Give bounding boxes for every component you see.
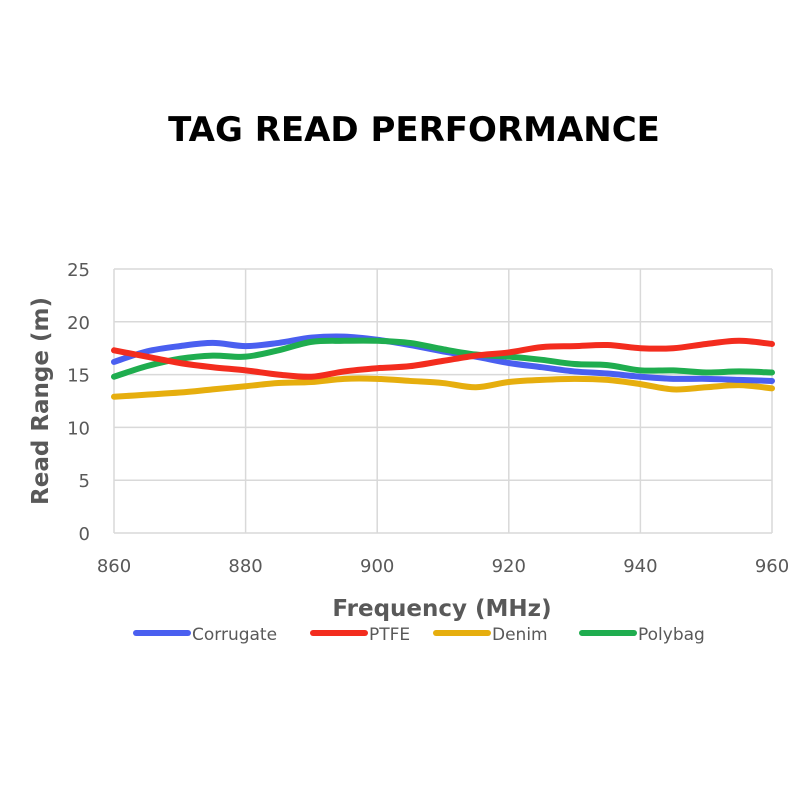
x-tick-label: 860 [97, 556, 131, 577]
x-tick-label: 900 [360, 556, 394, 577]
legend-label-ptfe: PTFE [369, 625, 410, 645]
y-tick-label: 5 [79, 471, 90, 492]
legend-label-corrugate: Corrugate [192, 625, 277, 645]
legend-label-polybag: Polybag [638, 625, 705, 645]
x-tick-label: 880 [228, 556, 262, 577]
y-tick-label: 25 [67, 260, 90, 281]
series-lines [111, 333, 775, 400]
x-tick-label: 940 [623, 556, 657, 577]
tick-labels: 0 5 10 15 20 25 860 880 900 920 940 960 [67, 260, 789, 577]
x-axis-label: Frequency (MHz) [332, 596, 551, 622]
legend-label-denim: Denim [492, 625, 548, 645]
gridlines [113, 268, 773, 534]
x-tick-label: 960 [755, 556, 789, 577]
series-line-ptfe [111, 337, 775, 380]
y-tick-label: 10 [67, 418, 90, 439]
y-axis-label: Read Range (m) [28, 297, 54, 505]
series-line-denim [111, 375, 775, 400]
chart-title: TAG READ PERFORMANCE [168, 110, 660, 150]
y-tick-label: 15 [67, 366, 90, 387]
y-tick-label: 20 [67, 313, 90, 334]
legend: Corrugate PTFE Denim Polybag [133, 625, 705, 645]
series-line-polybag [111, 337, 775, 380]
y-tick-label: 0 [79, 524, 90, 545]
x-tick-label: 920 [492, 556, 526, 577]
